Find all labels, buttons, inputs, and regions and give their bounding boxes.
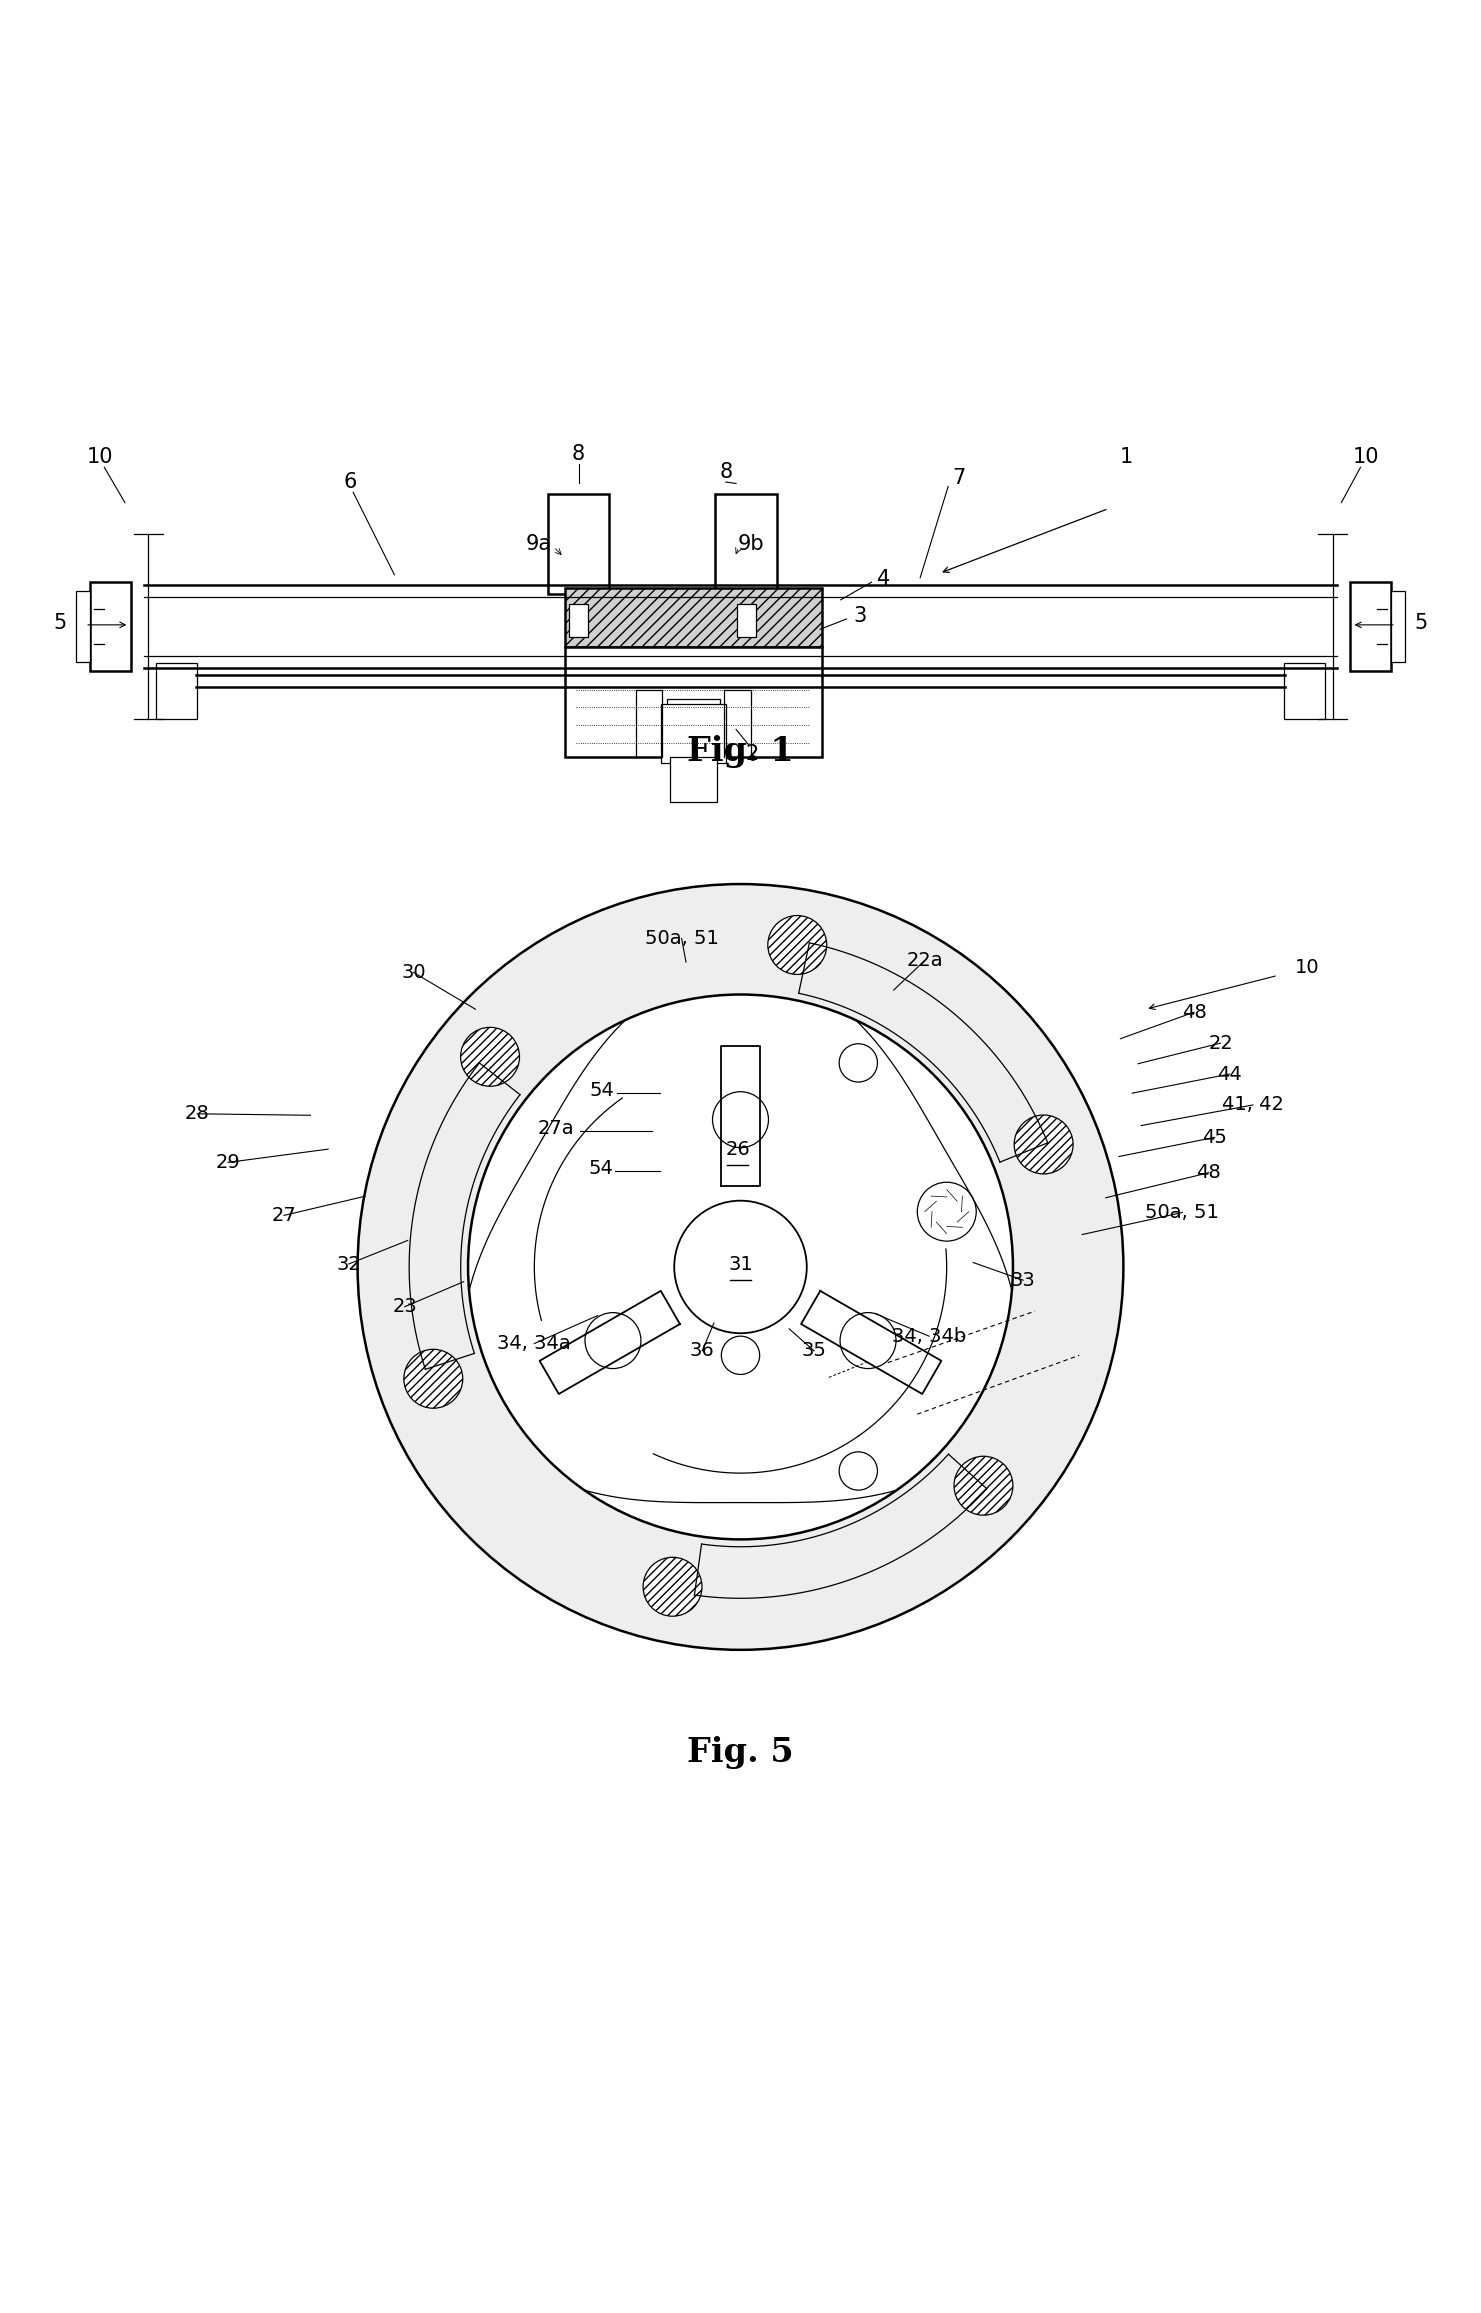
Bar bbox=[738, 604, 755, 636]
Text: 3: 3 bbox=[853, 606, 866, 627]
Bar bbox=[666, 699, 720, 731]
Circle shape bbox=[917, 1182, 976, 1242]
Text: 34, 34a: 34, 34a bbox=[498, 1335, 572, 1353]
Text: 7: 7 bbox=[952, 467, 966, 488]
Text: 5: 5 bbox=[53, 613, 67, 634]
Text: 9b: 9b bbox=[738, 534, 764, 553]
Text: 29: 29 bbox=[216, 1152, 240, 1173]
Circle shape bbox=[954, 1457, 1013, 1515]
Bar bbox=[569, 604, 588, 636]
Text: 48: 48 bbox=[1197, 1163, 1222, 1182]
Bar bbox=[1284, 664, 1325, 719]
Text: 45: 45 bbox=[1203, 1129, 1228, 1147]
Circle shape bbox=[404, 1348, 462, 1409]
Circle shape bbox=[643, 1557, 702, 1617]
Text: 8: 8 bbox=[720, 463, 732, 481]
Text: 26: 26 bbox=[726, 1140, 749, 1159]
Text: 34, 34b: 34, 34b bbox=[892, 1328, 966, 1346]
Circle shape bbox=[357, 884, 1124, 1649]
Text: 23: 23 bbox=[392, 1298, 418, 1316]
Circle shape bbox=[468, 995, 1013, 1540]
Circle shape bbox=[674, 1200, 807, 1332]
Bar bbox=[1392, 592, 1404, 662]
Bar bbox=[661, 705, 726, 763]
Text: 9a: 9a bbox=[526, 534, 552, 553]
Text: 6: 6 bbox=[344, 472, 357, 493]
Circle shape bbox=[840, 1453, 877, 1490]
Bar bbox=[564, 588, 822, 648]
Text: 50a, 51: 50a, 51 bbox=[644, 930, 718, 948]
Text: 28: 28 bbox=[185, 1103, 209, 1124]
Circle shape bbox=[840, 1043, 877, 1082]
Text: 4: 4 bbox=[877, 569, 890, 590]
Text: 32: 32 bbox=[336, 1254, 361, 1274]
Bar bbox=[77, 592, 89, 662]
Text: 48: 48 bbox=[1182, 1002, 1207, 1022]
Text: 41, 42: 41, 42 bbox=[1222, 1096, 1284, 1115]
Text: Fig. 1: Fig. 1 bbox=[687, 736, 794, 768]
Circle shape bbox=[461, 1027, 520, 1087]
Text: 2: 2 bbox=[745, 745, 758, 766]
Bar bbox=[1351, 583, 1392, 671]
Bar bbox=[548, 493, 610, 594]
Text: 33: 33 bbox=[1012, 1270, 1035, 1291]
Text: 10: 10 bbox=[1296, 958, 1320, 978]
Text: Fig. 5: Fig. 5 bbox=[687, 1737, 794, 1769]
Bar bbox=[89, 583, 130, 671]
Text: 10: 10 bbox=[1354, 446, 1380, 467]
Text: 30: 30 bbox=[401, 962, 427, 983]
Text: 22: 22 bbox=[1208, 1034, 1234, 1052]
Text: 10: 10 bbox=[87, 446, 113, 467]
Circle shape bbox=[840, 1311, 896, 1369]
Text: 50a, 51: 50a, 51 bbox=[1145, 1203, 1219, 1221]
Circle shape bbox=[767, 916, 826, 974]
Text: 54: 54 bbox=[589, 1080, 615, 1099]
Text: 8: 8 bbox=[572, 444, 585, 465]
Text: 1: 1 bbox=[1120, 446, 1133, 467]
Bar bbox=[669, 756, 717, 803]
Text: 5: 5 bbox=[1414, 613, 1428, 634]
Bar bbox=[564, 648, 822, 756]
Text: 22a: 22a bbox=[906, 951, 943, 969]
Text: 44: 44 bbox=[1217, 1064, 1241, 1082]
Text: 31: 31 bbox=[729, 1254, 752, 1274]
Text: 54: 54 bbox=[588, 1159, 613, 1177]
Circle shape bbox=[721, 1337, 760, 1374]
Text: 36: 36 bbox=[690, 1342, 715, 1360]
Bar bbox=[715, 493, 778, 594]
Circle shape bbox=[585, 1311, 641, 1369]
Text: 35: 35 bbox=[801, 1342, 826, 1360]
Text: 27: 27 bbox=[271, 1205, 296, 1226]
Circle shape bbox=[712, 1092, 769, 1147]
Circle shape bbox=[1014, 1115, 1074, 1175]
Text: 27a: 27a bbox=[538, 1119, 575, 1138]
Bar bbox=[156, 664, 197, 719]
